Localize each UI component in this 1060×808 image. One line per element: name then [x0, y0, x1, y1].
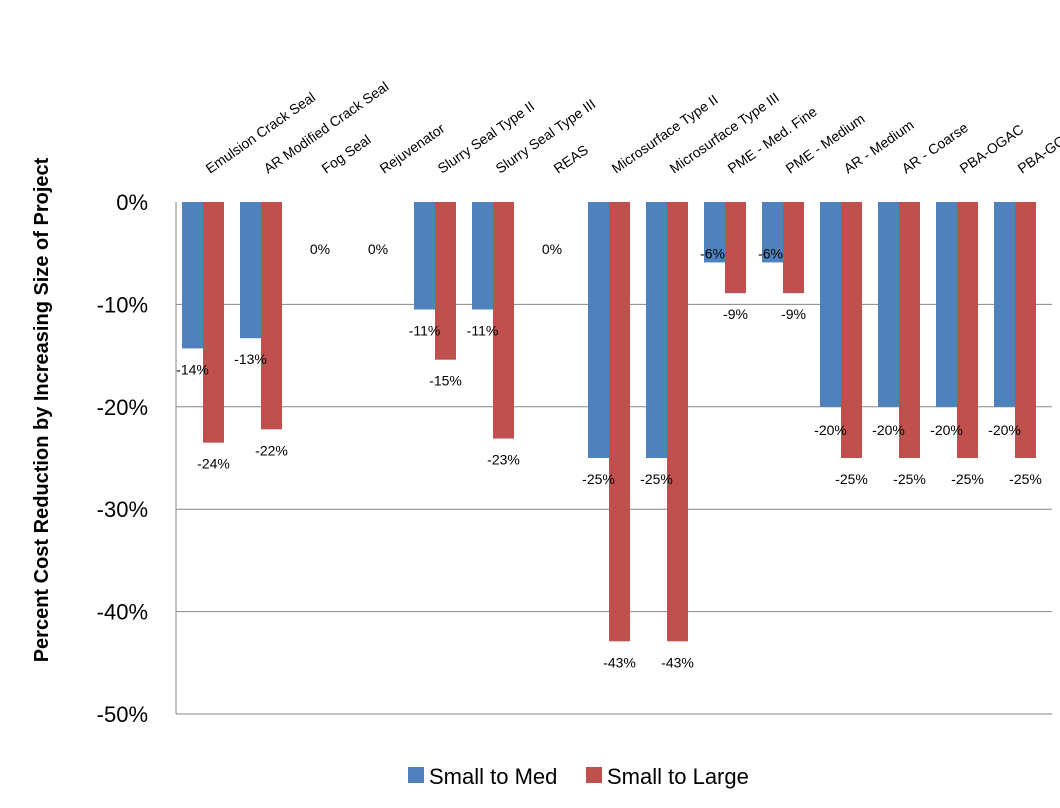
bar-small-to-large [725, 202, 746, 294]
x-tick-label: Slurry Seal Type II [435, 98, 538, 177]
data-label: -14% [176, 361, 209, 377]
y-tick-labels: 0% -10% -20% -30% -40% -50% [97, 190, 148, 727]
bar-small-to-large [899, 202, 920, 458]
data-label: -43% [603, 654, 636, 670]
bar-small-to-large [203, 202, 224, 443]
data-label: -25% [951, 471, 984, 487]
bar-small-to-large [261, 202, 282, 430]
bar-small-to-med [240, 202, 261, 339]
y-tick-label: -30% [97, 497, 148, 522]
y-tick-label: -40% [97, 600, 148, 625]
bar-small-to-med [182, 202, 203, 349]
data-label: -13% [234, 351, 267, 367]
bar-small-to-large [841, 202, 862, 458]
legend: Small to Med Small to Large [408, 764, 749, 789]
bar-small-to-large [1015, 202, 1036, 458]
bars [182, 202, 1036, 642]
legend-label: Small to Med [429, 764, 557, 789]
y-tick-label: -20% [97, 395, 148, 420]
data-label: -20% [930, 422, 963, 438]
x-tick-label: REAS [551, 141, 591, 176]
x-tick-label: PBA-GG [1015, 132, 1060, 176]
bar-small-to-large [609, 202, 630, 642]
legend-label: Small to Large [607, 764, 749, 789]
bar-small-to-med [936, 202, 957, 407]
bar-small-to-large [493, 202, 514, 439]
data-label: 0% [542, 241, 562, 257]
bar-small-to-med [878, 202, 899, 407]
y-tick-label: -10% [97, 292, 148, 317]
axes [175, 202, 1052, 715]
data-label: -9% [723, 306, 748, 322]
data-label: -11% [467, 323, 499, 339]
data-label: -25% [1009, 471, 1042, 487]
y-tick-label: -50% [97, 702, 148, 727]
bar-small-to-large [957, 202, 978, 458]
data-label: -25% [640, 471, 673, 487]
data-label: -6% [700, 245, 725, 261]
y-tick-label: 0% [116, 190, 148, 215]
bar-small-to-med [472, 202, 493, 310]
data-labels: -14% -24% -13% -22% 0% 0% -11% -15% -11% -23% 0% -2… [176, 241, 1042, 670]
data-label: 0% [310, 241, 330, 257]
bar-small-to-med [704, 202, 725, 263]
data-label: -22% [255, 442, 288, 458]
bar-small-to-med [588, 202, 609, 458]
data-label: -25% [835, 471, 868, 487]
data-label: -6% [758, 245, 783, 261]
bar-small-to-med [646, 202, 667, 458]
data-label: -15% [429, 373, 462, 389]
x-tick-label: Microsurface Type II [609, 91, 721, 176]
legend-swatch [586, 767, 602, 783]
x-tick-label: Slurry Seal Type III [493, 96, 599, 177]
data-label: -24% [197, 456, 230, 472]
data-label: -20% [872, 422, 905, 438]
legend-swatch [408, 767, 424, 783]
x-tick-label: Fog Seal [319, 131, 374, 176]
data-label: -25% [893, 471, 926, 487]
data-label: 0% [368, 241, 388, 257]
data-label: -25% [582, 471, 615, 487]
bar-small-to-med [414, 202, 435, 310]
y-axis-label: Percent Cost Reduction by Increasing Siz… [31, 157, 53, 662]
data-label: -9% [781, 306, 806, 322]
data-label: -20% [988, 422, 1021, 438]
bar-small-to-large [667, 202, 688, 642]
bar-small-to-med [994, 202, 1015, 407]
bar-small-to-med [820, 202, 841, 407]
bar-small-to-large [435, 202, 456, 360]
data-label: -11% [409, 323, 441, 339]
data-label: -23% [487, 452, 520, 468]
data-label: -20% [814, 422, 847, 438]
bar-small-to-med [762, 202, 783, 263]
data-label: -43% [661, 654, 694, 670]
bar-small-to-large [783, 202, 804, 294]
